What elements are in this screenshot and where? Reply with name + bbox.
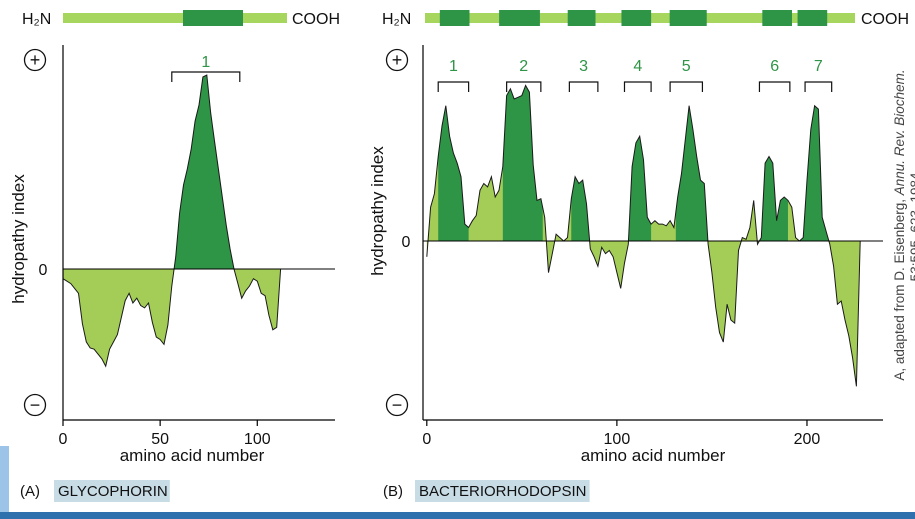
topology-tm-block-3	[567, 10, 596, 26]
segment-bracket-1	[437, 81, 470, 92]
segment-bracket-1	[171, 71, 241, 82]
segment-label-1: 1	[201, 54, 210, 71]
c-terminus-label: COOH	[292, 11, 340, 28]
segment-bracket-5	[669, 81, 704, 92]
citation-volume: 53:595–623, 1984.	[908, 169, 915, 282]
y-axis-label: hydropathy index	[368, 146, 387, 276]
x-tick-label-50: 50	[151, 431, 169, 448]
citation-journal: Annu. Rev. Biochem.	[892, 69, 907, 196]
topology-tm-block-1	[183, 10, 243, 26]
segment-bracket-6	[758, 81, 791, 92]
plus-circle	[385, 48, 409, 72]
y-zero-label: 0	[39, 262, 48, 279]
x-tick-label-100: 100	[604, 431, 631, 448]
hydropathy-line	[62, 74, 282, 368]
x-tick-label-0: 0	[59, 431, 68, 448]
topology-tm-block-7	[797, 10, 828, 26]
x-tick-label-100: 100	[244, 431, 271, 448]
segment-label-2: 2	[519, 58, 528, 75]
segment-label-4: 4	[633, 58, 642, 75]
left-color-tab	[0, 446, 9, 512]
citation-text: A, adapted from D. Eisenberg, Annu. Rev.…	[892, 69, 907, 380]
panel-letter: (B)	[383, 483, 403, 500]
panel-bacteriorhodopsin: 0 100 200 amino acid number hydropathy index…	[368, 10, 909, 502]
x-axis-label: amino acid number	[120, 446, 265, 465]
n-terminus-label: H₂N	[22, 11, 51, 28]
hydropathy-area-light	[63, 75, 281, 367]
segment-label-6: 6	[770, 58, 779, 75]
plus-circle	[23, 48, 47, 72]
topology-tm-block-6	[762, 10, 792, 26]
panel-name: BACTERIORHODOPSIN	[419, 483, 587, 500]
topology-tm-block-2	[499, 10, 540, 26]
y-axis-label: hydropathy index	[9, 174, 28, 304]
x-tick-label-200: 200	[794, 431, 821, 448]
minus-circle	[385, 393, 409, 417]
minus-sign: −	[392, 395, 403, 415]
x-tick-label-0: 0	[422, 431, 431, 448]
y-zero-label: 0	[402, 234, 411, 251]
topology-tm-block-5	[669, 10, 707, 26]
plus-sign: +	[392, 50, 403, 70]
panel-name-highlight	[415, 480, 590, 502]
panel-name-highlight	[54, 480, 170, 502]
panel-letter: (A)	[20, 483, 40, 500]
segment-bracket-3	[568, 81, 599, 92]
panel-name: GLYCOPHORIN	[58, 483, 168, 500]
citation-prefix: A, adapted from D. Eisenberg,	[892, 195, 907, 380]
segment-label-1: 1	[449, 58, 458, 75]
segment-label-3: 3	[579, 58, 588, 75]
segment-label-5: 5	[682, 58, 691, 75]
topology-bar	[63, 13, 287, 23]
topology-tm-block-4	[621, 10, 652, 26]
hydropathy-line	[426, 84, 861, 387]
n-terminus-label: H₂N	[382, 11, 411, 28]
topology-tm-block-1	[439, 10, 470, 26]
segment-bracket-2	[506, 81, 542, 92]
minus-sign: −	[30, 395, 41, 415]
minus-circle	[23, 393, 47, 417]
segment-bracket-7	[804, 81, 833, 92]
c-terminus-label: COOH	[861, 11, 909, 28]
x-axis-label: amino acid number	[581, 446, 726, 465]
segment-bracket-4	[623, 81, 652, 92]
segment-label-7: 7	[814, 58, 823, 75]
bottom-color-strip	[0, 512, 915, 519]
plus-sign: +	[30, 50, 41, 70]
